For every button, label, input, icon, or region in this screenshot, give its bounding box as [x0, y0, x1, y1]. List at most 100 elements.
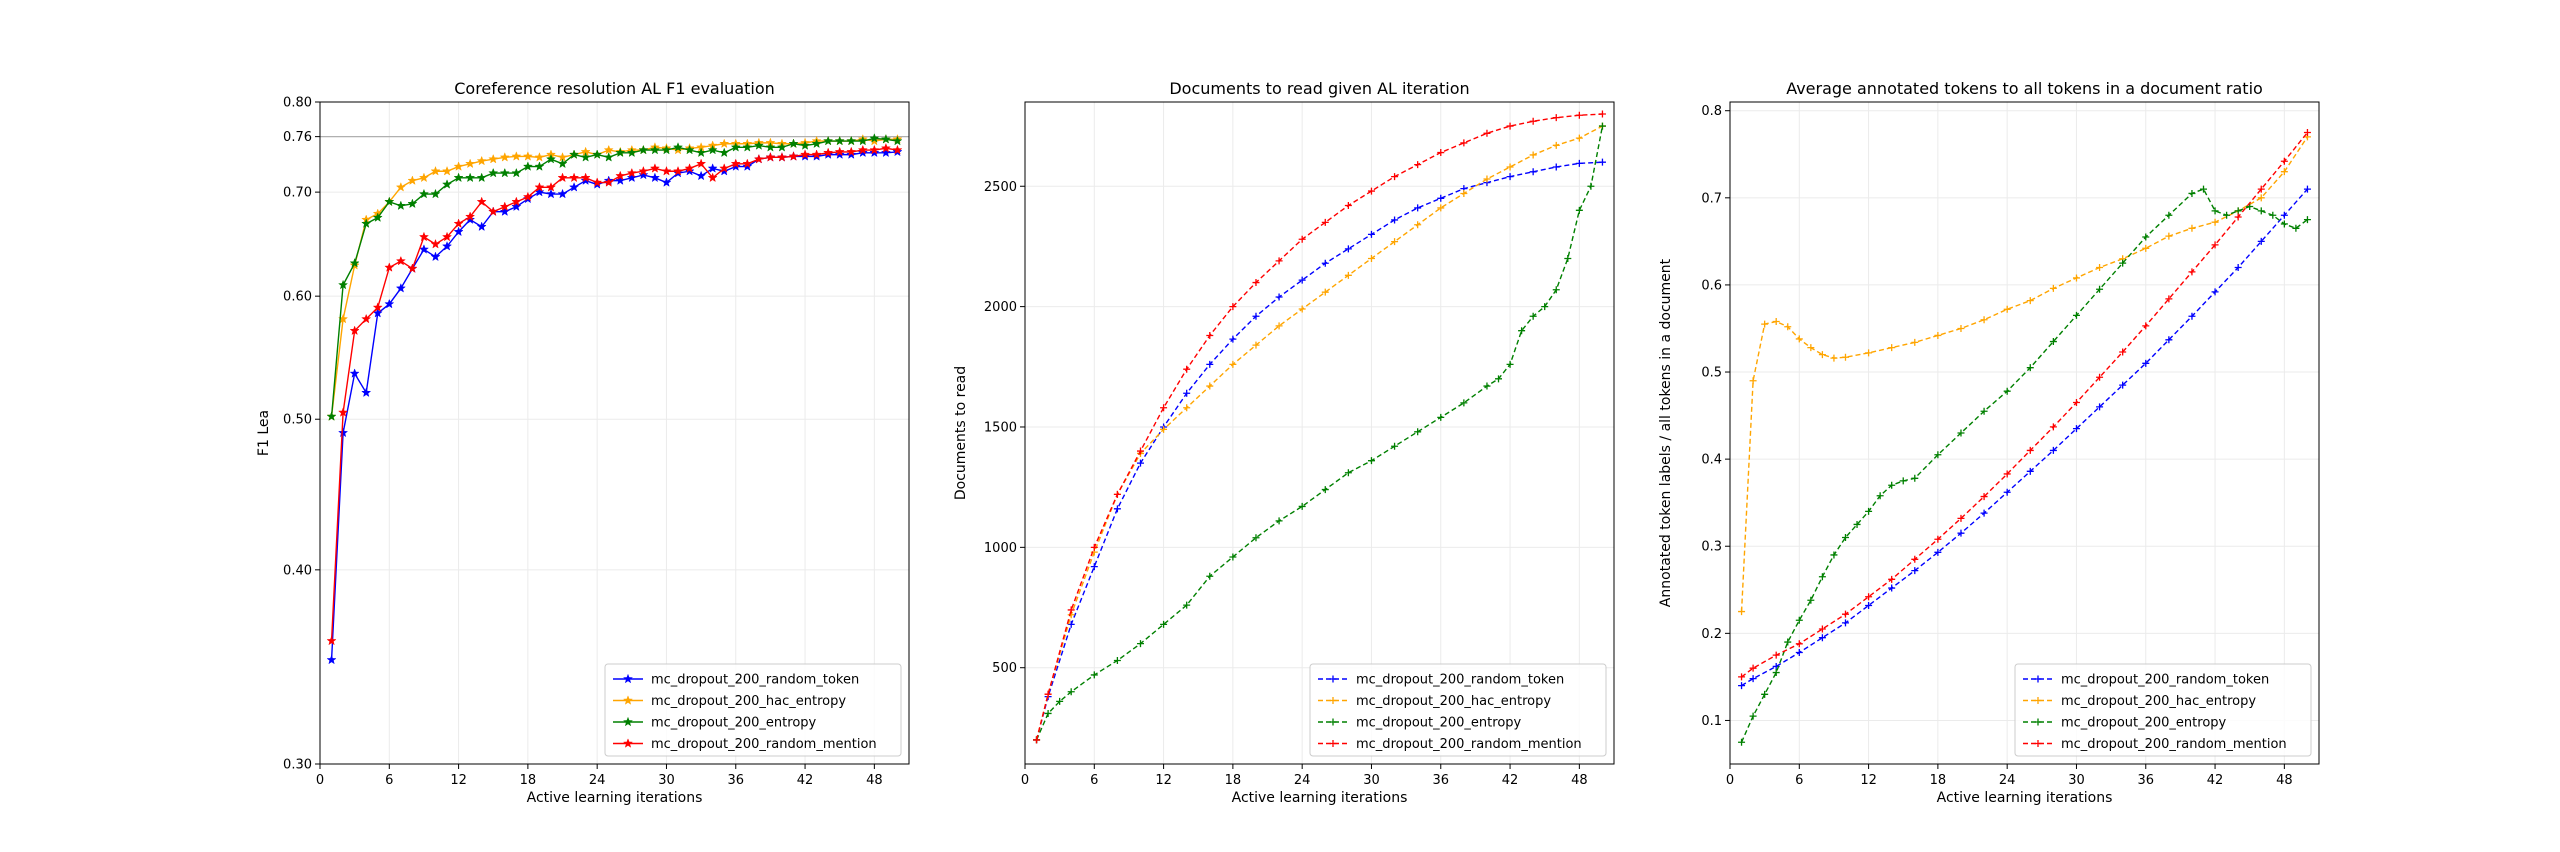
legend-marker	[622, 695, 634, 705]
data-point	[672, 142, 684, 152]
series-mc_dropout_200_entropy	[326, 133, 903, 421]
data-point	[1934, 535, 1942, 543]
data-point	[418, 188, 430, 199]
data-point	[846, 135, 857, 146]
data-point	[1206, 572, 1214, 580]
data-point	[765, 142, 776, 152]
data-point	[776, 142, 788, 152]
data-point	[799, 140, 811, 150]
data-point	[1934, 451, 1942, 459]
data-point	[1529, 151, 1537, 159]
data-point	[1391, 238, 1399, 246]
data-point	[395, 200, 406, 211]
data-point	[719, 163, 730, 173]
data-point	[799, 149, 811, 159]
data-point	[1298, 235, 1306, 243]
data-point	[1807, 596, 1815, 604]
legend-box	[1309, 663, 1607, 757]
data-point	[1807, 344, 1815, 352]
data-point	[1772, 651, 1780, 659]
data-point	[1275, 322, 1283, 330]
data-point	[1552, 286, 1560, 294]
data-point	[2142, 233, 2150, 241]
y-tick-label: 0.2	[1701, 627, 1722, 642]
plot-frame	[1729, 101, 2320, 765]
x-axis-label: Active learning iterations	[527, 790, 703, 806]
y-tick-label: 2500	[984, 180, 1017, 195]
chart-panel-2: 0 6 12 18 24 30 36 42 48 500 1000 1500 2000 2500 Docum…	[953, 79, 1615, 806]
data-point	[846, 146, 857, 157]
data-point	[2119, 259, 2127, 267]
data-point	[1067, 688, 1075, 696]
data-point	[1252, 534, 1260, 542]
data-point	[1575, 111, 1583, 119]
data-point	[441, 231, 453, 242]
data-point	[545, 188, 557, 199]
legend-marker	[1329, 718, 1337, 726]
data-point	[569, 181, 580, 192]
data-point	[1460, 399, 1468, 407]
y-tick-label: 1000	[984, 541, 1017, 556]
data-point	[742, 161, 753, 171]
grid	[319, 101, 909, 765]
data-point	[788, 138, 799, 149]
data-point	[1888, 344, 1896, 352]
series-line	[1741, 188, 2308, 687]
legend-label: mc_dropout_200_random_token	[2061, 673, 2269, 688]
data-point	[1090, 671, 1098, 679]
data-point	[1252, 312, 1260, 320]
data-point	[1298, 276, 1306, 284]
data-point	[430, 165, 441, 176]
data-point	[1044, 690, 1052, 698]
data-point	[1911, 567, 1919, 575]
data-point	[2188, 312, 2196, 320]
data-point	[2096, 285, 2104, 293]
y-tick-label: 0.5	[1701, 366, 1722, 381]
data-point	[1033, 736, 1041, 744]
data-point	[2003, 470, 2011, 478]
x-tick-label: 48	[1571, 773, 1588, 788]
data-point	[1160, 404, 1168, 412]
y-tick-label: 0.1	[1701, 714, 1722, 729]
data-point	[719, 147, 730, 158]
data-point	[2119, 381, 2127, 389]
data-point	[1483, 382, 1491, 390]
data-point	[765, 152, 776, 162]
data-point	[418, 231, 430, 242]
data-point	[1206, 332, 1214, 340]
data-point	[1911, 474, 1919, 482]
series-mc_dropout_200_random_mention	[1033, 110, 1606, 744]
data-point	[730, 158, 741, 169]
series-line	[330, 147, 898, 641]
x-tick-label: 30	[2068, 773, 2085, 788]
x-tick-label: 6	[385, 773, 393, 788]
data-point	[719, 165, 730, 176]
legend-label: mc_dropout_200_hac_entropy	[651, 694, 846, 709]
legend-label: mc_dropout_200_random_token	[651, 673, 859, 688]
series-mc_dropout_200_random_token	[1033, 158, 1606, 744]
data-point	[1888, 584, 1896, 592]
data-point	[2165, 295, 2173, 303]
data-point	[2211, 207, 2219, 215]
data-point	[569, 172, 580, 183]
data-point	[430, 238, 441, 249]
data-point	[569, 149, 580, 159]
x-tick-label: 12	[1860, 773, 1877, 788]
data-point	[2280, 168, 2288, 176]
y-tick-label: 0.7	[1701, 191, 1722, 206]
data-point	[1067, 606, 1075, 614]
data-point	[465, 211, 476, 221]
data-point	[626, 167, 637, 178]
data-point	[580, 152, 591, 162]
data-point	[349, 325, 360, 336]
data-point	[1506, 360, 1514, 368]
data-point	[430, 251, 441, 262]
data-point	[2119, 348, 2127, 356]
series-line	[1035, 113, 1603, 741]
data-point	[615, 170, 626, 181]
y-tick-label: 1500	[984, 420, 1017, 435]
data-point	[603, 144, 614, 155]
data-point	[557, 172, 568, 183]
data-point	[2072, 274, 2080, 282]
data-point	[1183, 365, 1191, 373]
